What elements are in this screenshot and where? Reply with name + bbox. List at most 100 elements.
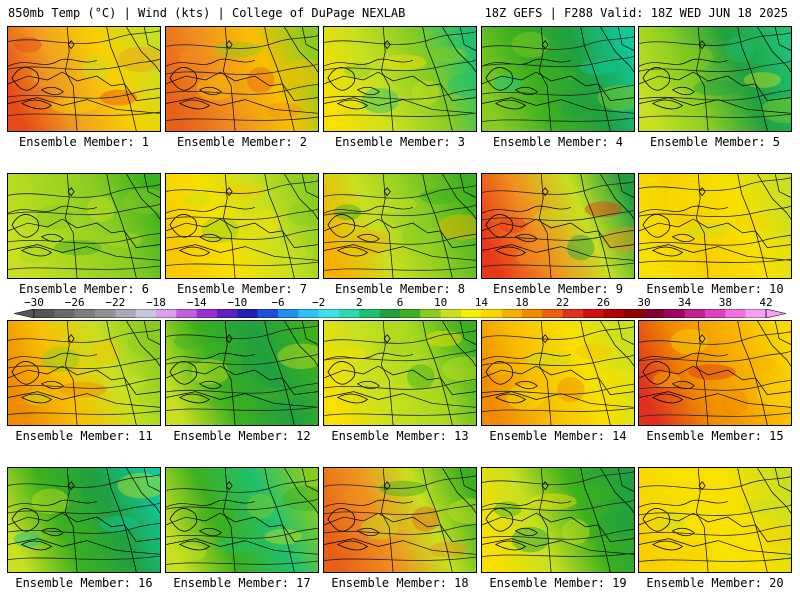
temperature-blotch xyxy=(82,480,110,507)
state-border xyxy=(8,205,97,214)
temperature-blotch xyxy=(117,472,160,499)
ensemble-member-label: Ensemble Member: 16 xyxy=(15,576,153,590)
temperature-blotch xyxy=(117,46,160,73)
temperature-blotch xyxy=(49,97,97,114)
temperature-blotch xyxy=(647,229,676,246)
state-border xyxy=(143,321,160,345)
contour-line xyxy=(639,234,791,246)
great-lakes-outline xyxy=(169,361,198,385)
temperature-blotch xyxy=(524,351,572,368)
temperature-blotch xyxy=(99,89,138,106)
colorbar-tick-label: −2 xyxy=(312,296,326,309)
great-lakes-outline xyxy=(11,67,40,91)
temperature-field xyxy=(482,468,634,572)
great-lakes-outline xyxy=(671,527,695,537)
great-lakes-outline xyxy=(327,361,356,385)
contour-line xyxy=(482,326,634,340)
temperature-blotch xyxy=(13,531,42,548)
contour-line xyxy=(639,60,791,72)
ensemble-member-label: Ensemble Member: 7 xyxy=(176,282,308,296)
great-lakes-outline xyxy=(642,361,671,385)
great-lakes-outline xyxy=(671,86,695,96)
contour-line xyxy=(324,556,476,561)
great-lakes-outline xyxy=(198,380,222,390)
temperature-blotch xyxy=(683,222,731,238)
great-lakes-outline xyxy=(671,233,695,243)
station-marker-icon xyxy=(225,334,233,344)
state-border xyxy=(580,468,611,572)
station-marker-icon xyxy=(383,40,391,50)
ensemble-panel-7 xyxy=(165,173,319,279)
contour-line xyxy=(482,383,634,395)
colorbar-segment xyxy=(603,309,624,318)
state-border xyxy=(538,468,552,572)
contour-line xyxy=(324,59,476,71)
contour-line xyxy=(8,203,160,216)
colorbar-tick-label: −18 xyxy=(146,296,166,309)
temperature-blotch xyxy=(178,544,207,561)
colorbar-tick-label: 38 xyxy=(718,296,732,309)
colorbar-tick-label: −14 xyxy=(186,296,207,309)
great-lakes-outline xyxy=(178,540,211,551)
contour-line xyxy=(482,181,634,195)
temperature-blotch xyxy=(196,75,235,101)
station-marker-icon xyxy=(541,481,549,491)
state-border xyxy=(222,174,236,278)
temperature-blotch xyxy=(447,498,476,524)
temperature-blotch xyxy=(31,488,70,515)
ensemble-panel-17 xyxy=(165,467,319,573)
contour-line xyxy=(324,233,476,245)
ensemble-panel-4 xyxy=(481,26,635,132)
ensemble-panel-18 xyxy=(323,467,477,573)
state-border xyxy=(64,321,78,425)
contour-line xyxy=(639,557,791,562)
state-border xyxy=(222,27,236,131)
temperature-blotch xyxy=(447,72,476,98)
colorbar-tick-label: 2 xyxy=(356,296,363,309)
ensemble-panel-3 xyxy=(323,26,477,132)
state-border xyxy=(301,27,318,51)
temperature-blotch xyxy=(82,54,110,80)
colorbar-max-arrow xyxy=(765,309,786,318)
temperature-blotch xyxy=(351,229,390,256)
state-border xyxy=(459,468,476,492)
ensemble-member-label: Ensemble Member: 15 xyxy=(646,429,784,443)
state-border xyxy=(324,365,476,395)
contour-line xyxy=(324,204,476,217)
state-border xyxy=(301,321,318,345)
state-border xyxy=(695,27,709,131)
contour-line xyxy=(639,350,791,363)
temperature-blotch xyxy=(579,485,618,502)
state-border xyxy=(538,27,552,131)
temperature-blotch xyxy=(361,87,400,114)
temperature-blotch xyxy=(59,381,107,398)
ensemble-member-label: Ensemble Member: 2 xyxy=(176,135,308,149)
state-border xyxy=(106,468,137,572)
temperature-blotch xyxy=(429,541,468,558)
temperature-blotch xyxy=(264,528,303,545)
state-border xyxy=(482,58,571,67)
temperature-blotch xyxy=(561,92,590,119)
state-border xyxy=(380,27,394,131)
great-lakes-outline xyxy=(20,393,53,404)
temperature-blotch xyxy=(99,516,138,532)
colorbar-segment xyxy=(705,309,726,318)
great-lakes-outline xyxy=(20,540,53,551)
temperature-blotch xyxy=(579,59,618,76)
state-border xyxy=(8,499,97,508)
contour-line xyxy=(8,30,160,44)
state-border xyxy=(106,174,137,278)
contour-line xyxy=(166,83,318,95)
temperature-blotch xyxy=(127,330,160,357)
state-border xyxy=(580,27,611,131)
contour-line xyxy=(166,498,318,511)
contour-line xyxy=(166,527,318,539)
state-border xyxy=(639,71,791,101)
colorbar-segment xyxy=(318,309,340,318)
temperature-field xyxy=(166,321,318,425)
state-border xyxy=(264,468,295,572)
colorbar-segment xyxy=(481,309,502,318)
ensemble-panel-15 xyxy=(638,320,792,426)
ensemble-panel-16 xyxy=(7,467,161,573)
contour-line xyxy=(166,479,318,493)
